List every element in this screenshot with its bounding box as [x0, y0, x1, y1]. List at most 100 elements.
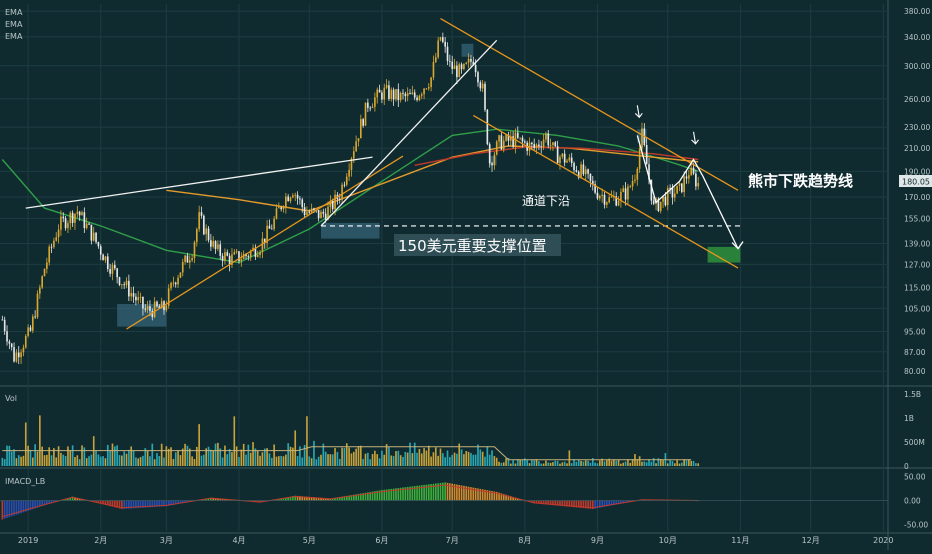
candle-body: [322, 211, 325, 214]
candle-body: [573, 163, 575, 171]
volume-bar: [106, 444, 109, 466]
macd-histogram-bar: [205, 498, 208, 501]
macd-histogram-bar: [364, 492, 367, 501]
volume-bar: [540, 463, 543, 466]
macd-histogram-bar: [502, 494, 505, 501]
candle-body: [263, 238, 266, 243]
volume-bar: [111, 443, 114, 466]
candle-body: [446, 46, 449, 61]
candle-body: [219, 244, 222, 256]
volume-bar: [502, 462, 505, 466]
peak-arrow: [636, 105, 640, 118]
candle-body: [695, 173, 697, 187]
volume-bar: [552, 462, 554, 466]
y-tick-label: 127.00: [904, 260, 930, 269]
volume-bar: [495, 457, 498, 466]
macd-histogram-bar: [601, 500, 603, 508]
x-tick-label: 7月: [446, 536, 459, 545]
candle-body: [648, 164, 650, 180]
candle-body: [554, 142, 557, 147]
support-zone: [489, 156, 497, 166]
macd-histogram-bar: [336, 497, 339, 501]
candle-body: [484, 83, 486, 110]
candle-body: [460, 64, 463, 70]
macd-histogram-bar: [465, 486, 468, 501]
candle-body: [92, 232, 95, 241]
candle-body: [357, 138, 360, 142]
volume-bar: [603, 461, 606, 466]
candle-body: [64, 218, 67, 229]
candle-body: [397, 89, 400, 101]
candle-body: [313, 208, 315, 210]
volume-bar: [596, 463, 599, 466]
macd-histogram-bar: [303, 496, 306, 501]
candle-body: [561, 153, 564, 157]
candle-body: [81, 212, 83, 216]
volume-bar: [481, 451, 484, 466]
y-tick-label: 300.00: [904, 62, 930, 71]
macd-histogram-bar: [29, 500, 32, 511]
macd-histogram-bar: [172, 500, 175, 505]
candle-body: [659, 201, 662, 212]
candle-body: [102, 254, 104, 261]
volume-bar: [498, 461, 500, 466]
volume-bar: [516, 459, 519, 466]
volume-bar: [62, 454, 65, 466]
candle-body: [509, 136, 512, 141]
candle-body: [3, 319, 6, 332]
volume-bar: [399, 455, 402, 466]
macd-histogram-bar: [542, 500, 545, 505]
volume-bar: [15, 458, 18, 466]
macd-histogram-bar: [345, 495, 348, 501]
macd-histogram-bar: [402, 487, 404, 501]
volume-bar: [238, 457, 240, 466]
candle-body: [113, 264, 116, 269]
candle-body: [584, 169, 587, 175]
candle-body: [458, 64, 461, 78]
candle-body: [99, 246, 102, 255]
volume-bar: [219, 448, 222, 466]
y-tick-label: 190.00: [904, 167, 930, 176]
volume-bar: [352, 451, 355, 466]
macd-histogram-bar: [474, 488, 477, 501]
macd-histogram-bar: [615, 500, 618, 505]
x-tick-label: 8月: [518, 536, 531, 545]
macd-histogram-bar: [17, 500, 20, 515]
macd-histogram-bar: [109, 500, 111, 507]
volume-bar: [617, 459, 620, 466]
candle-body: [334, 194, 336, 210]
x-tick-label: 9月: [591, 536, 604, 545]
candle-body: [367, 102, 369, 108]
volume-bar: [652, 458, 655, 466]
volume-bar: [336, 451, 339, 466]
macd-histogram-bar: [149, 500, 151, 508]
volume-bar: [406, 452, 409, 466]
macd-histogram-bar: [177, 500, 179, 504]
volume-bar: [151, 443, 154, 466]
macd-histogram-bar: [538, 500, 540, 504]
volume-bar: [666, 463, 669, 466]
candle-body: [402, 92, 404, 94]
macd-histogram-bar: [453, 484, 456, 501]
candle-body: [188, 260, 191, 263]
macd-histogram-bar: [102, 500, 104, 505]
volume-bar: [420, 453, 423, 466]
macd-histogram-bar: [392, 488, 395, 501]
candle-body: [535, 144, 538, 149]
macd-histogram-bar: [374, 491, 376, 501]
macd-histogram-bar: [315, 497, 318, 501]
macd-histogram-bar: [146, 500, 149, 508]
volume-bar: [231, 452, 233, 466]
volume-bar: [85, 458, 88, 466]
volume-bar: [591, 458, 594, 466]
volume-bar: [430, 456, 432, 466]
macd-histogram-bar: [10, 500, 13, 517]
macd-histogram-bar: [467, 486, 470, 501]
macd-histogram-bar: [277, 498, 280, 501]
macd-histogram-bar: [69, 497, 72, 501]
candle-body: [688, 175, 690, 179]
macd-histogram-bar: [540, 500, 543, 505]
channel-lower-annotation: 通道下沿: [522, 194, 570, 208]
volume-bar: [135, 457, 137, 466]
volume-bar: [128, 449, 130, 466]
